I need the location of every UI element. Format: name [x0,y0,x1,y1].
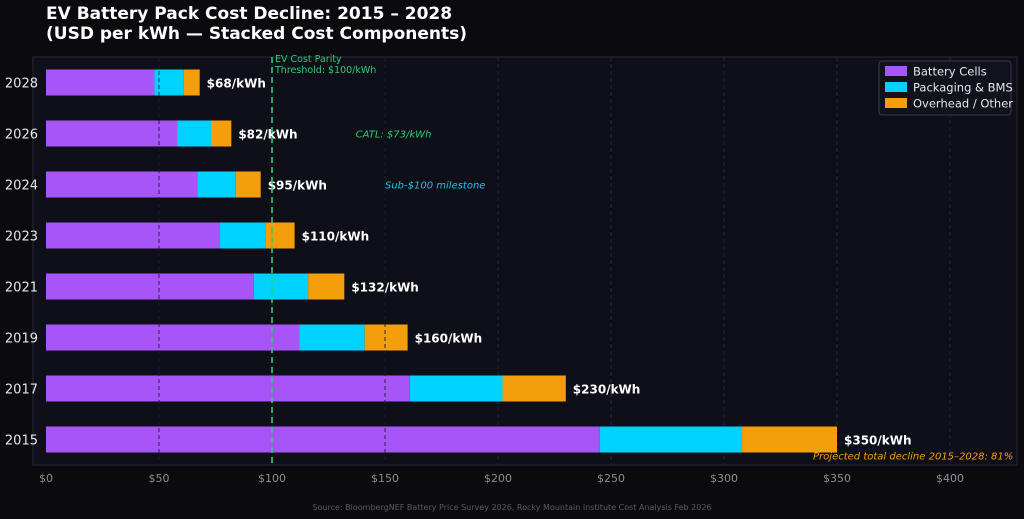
x-tick-label-1: $50 [149,472,170,485]
bar-2015-series-1 [599,426,743,453]
total-label-2017: $230/kWh [573,383,641,397]
bar-2024-series-2 [235,171,261,198]
plot-area [32,56,1018,466]
legend-swatch-2 [885,98,907,108]
bar-2026-series-1 [177,120,211,147]
legend: Battery Cells Packaging & BMS Overhead / O… [878,60,1013,116]
annotations: CATL: $73/kWh Sub-$100 milestone Projected… [356,130,1014,463]
bar-2015-series-0 [46,426,600,453]
bar-2026-series-2 [210,120,232,147]
bar-2017-series-2 [502,375,566,402]
annotation-2: Projected total decline 2015–2028: 81% [813,452,1013,463]
x-tick-label-8: $400 [936,472,964,485]
bar-2019-series-1 [299,324,365,351]
reference-line-label-2: Threshold: $100/kWh [274,65,376,76]
bar-2015-series-2 [742,426,837,453]
total-label-2023: $110/kWh [302,230,370,244]
bar-2019-series-0 [46,324,300,351]
total-label-2021: $132/kWh [351,281,419,295]
y-tick-label-2021: 2021 [5,281,38,296]
bar-2019-series-2 [364,324,408,351]
bar-2023-series-2 [265,222,295,249]
legend-label-2: Overhead / Other [913,97,1013,111]
chart-title-line-1: EV Battery Pack Cost Decline: 2015 – 202… [46,4,452,24]
bar-2023-series-0 [46,222,221,249]
total-labels: $350/kWh $230/kWh $160/kWh $132/kWh $110/kWh… [207,77,912,448]
bar-2028-series-2 [183,69,200,96]
total-label-2026: $82/kWh [238,128,297,142]
x-tick-label-2: $100 [258,472,286,485]
total-label-2028: $68/kWh [207,77,266,91]
bar-2021-series-0 [46,273,254,300]
source-note: Source: BloombergNEF Battery Price Surve… [312,503,711,512]
bar-2028-series-0 [46,69,155,96]
x-tick-label-0: $0 [39,472,53,485]
bar-2024-series-0 [46,171,198,198]
y-tick-label-2024: 2024 [5,179,38,194]
total-label-2015: $350/kWh [844,434,912,448]
legend-label-0: Battery Cells [913,65,987,79]
total-label-2024: $95/kWh [268,179,327,193]
x-axis-ticks: $0 $50 $100 $150 $200 $250 $300 $350 $400 [39,472,964,485]
y-tick-label-2026: 2026 [5,128,38,143]
bar-2026-series-0 [46,120,178,147]
annotation-0: CATL: $73/kWh [356,130,432,141]
y-tick-label-2028: 2028 [5,77,38,92]
bar-2021-series-1 [253,273,309,300]
chart-title-line-2: (USD per kWh — Stacked Cost Components) [46,24,467,44]
legend-box [878,60,1012,116]
bar-2021-series-2 [308,273,345,300]
bar-2017-series-0 [46,375,410,402]
legend-swatch-1 [885,82,907,92]
y-axis-ticks: 2015 2017 2019 2021 2023 2024 2026 2028 [5,77,38,449]
x-tick-label-4: $200 [484,472,512,485]
bar-2023-series-1 [220,222,266,249]
legend-label-1: Packaging & BMS [913,81,1013,95]
y-tick-label-2015: 2015 [5,434,38,449]
bars [46,57,837,465]
x-tick-label-3: $150 [371,472,399,485]
bar-2024-series-1 [197,171,236,198]
x-tick-label-6: $300 [710,472,738,485]
bar-2017-series-1 [409,375,503,402]
y-tick-label-2019: 2019 [5,332,38,347]
annotation-1: Sub-$100 milestone [385,181,485,192]
y-tick-label-2017: 2017 [5,383,38,398]
reference-line-label-1: EV Cost Parity [275,54,342,65]
y-tick-label-2023: 2023 [5,230,38,245]
x-tick-label-5: $250 [597,472,625,485]
x-tick-label-7: $350 [823,472,851,485]
total-label-2019: $160/kWh [415,332,483,346]
legend-swatch-0 [885,66,907,76]
